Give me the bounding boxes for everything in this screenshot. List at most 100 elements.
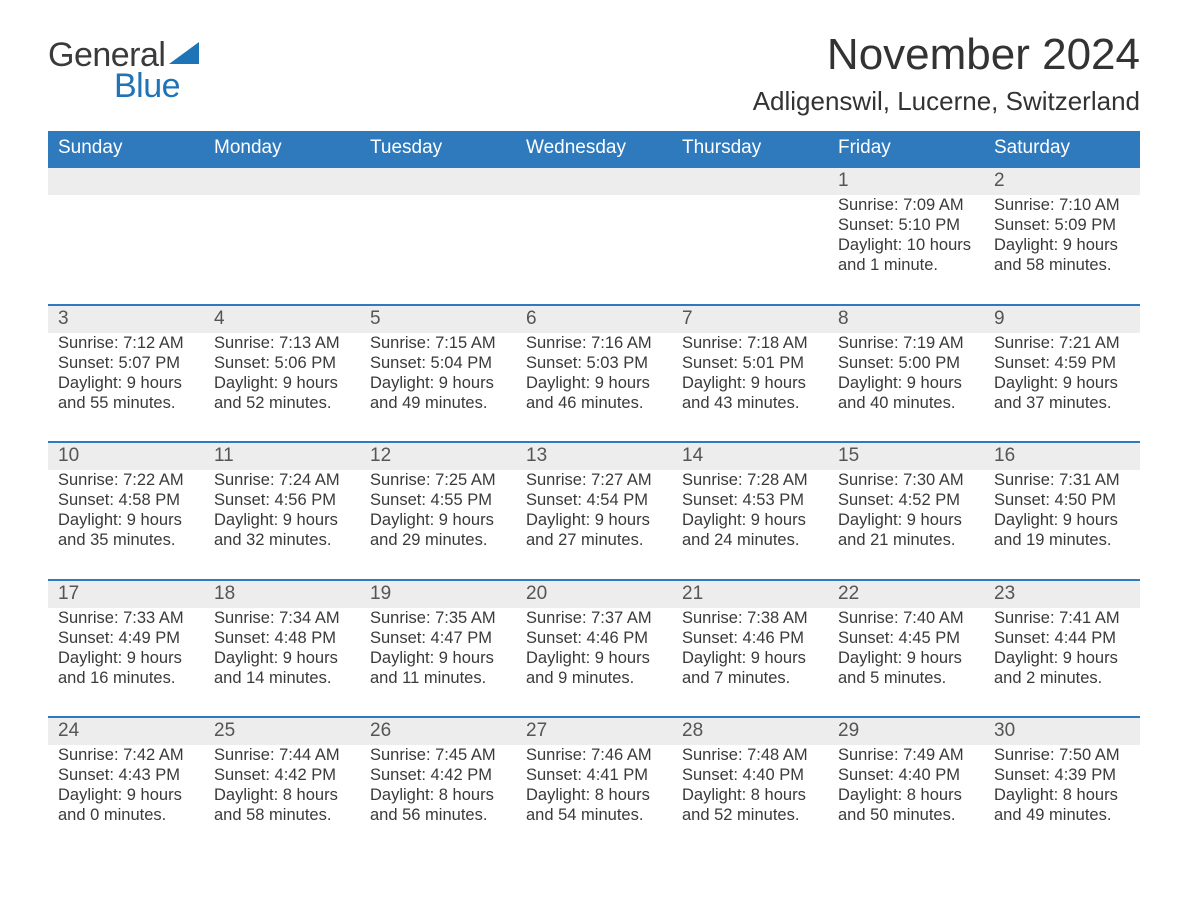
day-number: 29 — [828, 718, 984, 745]
day-dl2: and 7 minutes. — [682, 668, 818, 688]
day-dl1: Daylight: 9 hours — [994, 510, 1130, 530]
day-cell: Sunrise: 7:37 AMSunset: 4:46 PMDaylight:… — [516, 608, 672, 689]
day-number: 15 — [828, 443, 984, 470]
day-dl1: Daylight: 8 hours — [682, 785, 818, 805]
day-dl1: Daylight: 9 hours — [214, 510, 350, 530]
day-sunset: Sunset: 4:41 PM — [526, 765, 662, 785]
day-dl2: and 5 minutes. — [838, 668, 974, 688]
day-cell — [204, 195, 360, 276]
day-dl1: Daylight: 9 hours — [58, 648, 194, 668]
day-sunrise: Sunrise: 7:21 AM — [994, 333, 1130, 353]
day-dl2: and 29 minutes. — [370, 530, 506, 550]
weekday-header-row: SundayMondayTuesdayWednesdayThursdayFrid… — [48, 131, 1140, 166]
day-number: 8 — [828, 306, 984, 333]
day-sunset: Sunset: 4:42 PM — [214, 765, 350, 785]
day-number-band: 17181920212223 — [48, 579, 1140, 608]
day-number: 12 — [360, 443, 516, 470]
day-sunrise: Sunrise: 7:22 AM — [58, 470, 194, 490]
day-dl2: and 16 minutes. — [58, 668, 194, 688]
day-sunrise: Sunrise: 7:40 AM — [838, 608, 974, 628]
day-number: 20 — [516, 581, 672, 608]
day-sunrise: Sunrise: 7:44 AM — [214, 745, 350, 765]
day-number: 13 — [516, 443, 672, 470]
day-sunset: Sunset: 4:55 PM — [370, 490, 506, 510]
day-number: 27 — [516, 718, 672, 745]
day-dl2: and 35 minutes. — [58, 530, 194, 550]
day-cell: Sunrise: 7:10 AMSunset: 5:09 PMDaylight:… — [984, 195, 1140, 276]
day-cell: Sunrise: 7:12 AMSunset: 5:07 PMDaylight:… — [48, 333, 204, 414]
day-sunrise: Sunrise: 7:33 AM — [58, 608, 194, 628]
weeks-container: .....12Sunrise: 7:09 AMSunset: 5:10 PMDa… — [48, 166, 1140, 854]
day-sunrise: Sunrise: 7:09 AM — [838, 195, 974, 215]
day-cell — [360, 195, 516, 276]
day-sunrise: Sunrise: 7:30 AM — [838, 470, 974, 490]
day-sunrise: Sunrise: 7:48 AM — [682, 745, 818, 765]
day-sunset: Sunset: 4:58 PM — [58, 490, 194, 510]
day-dl2: and 37 minutes. — [994, 393, 1130, 413]
day-sunset: Sunset: 4:59 PM — [994, 353, 1130, 373]
day-sunset: Sunset: 4:39 PM — [994, 765, 1130, 785]
day-sunset: Sunset: 4:40 PM — [838, 765, 974, 785]
day-number: 19 — [360, 581, 516, 608]
location-subtitle: Adligenswil, Lucerne, Switzerland — [753, 86, 1140, 117]
logo-word-blue: Blue — [114, 67, 180, 106]
day-number: 1 — [828, 168, 984, 195]
day-dl2: and 54 minutes. — [526, 805, 662, 825]
day-dl2: and 50 minutes. — [838, 805, 974, 825]
day-number: 6 — [516, 306, 672, 333]
day-cell: Sunrise: 7:22 AMSunset: 4:58 PMDaylight:… — [48, 470, 204, 551]
month-year-title: November 2024 — [753, 30, 1140, 80]
day-sunrise: Sunrise: 7:31 AM — [994, 470, 1130, 490]
title-block: November 2024 Adligenswil, Lucerne, Swit… — [753, 30, 1140, 127]
day-number: 7 — [672, 306, 828, 333]
day-sunrise: Sunrise: 7:42 AM — [58, 745, 194, 765]
day-dl2: and 24 minutes. — [682, 530, 818, 550]
day-dl1: Daylight: 9 hours — [214, 373, 350, 393]
logo-sail-icon — [169, 42, 199, 69]
day-dl1: Daylight: 9 hours — [526, 510, 662, 530]
day-dl1: Daylight: 9 hours — [682, 373, 818, 393]
day-cell: Sunrise: 7:35 AMSunset: 4:47 PMDaylight:… — [360, 608, 516, 689]
header-block: General Blue November 2024 Adligenswil, … — [48, 30, 1140, 127]
day-number: 30 — [984, 718, 1140, 745]
day-cell: Sunrise: 7:09 AMSunset: 5:10 PMDaylight:… — [828, 195, 984, 276]
day-cell: Sunrise: 7:45 AMSunset: 4:42 PMDaylight:… — [360, 745, 516, 826]
day-number: 24 — [48, 718, 204, 745]
day-sunset: Sunset: 5:03 PM — [526, 353, 662, 373]
weekday-header: Friday — [828, 131, 984, 166]
day-sunrise: Sunrise: 7:49 AM — [838, 745, 974, 765]
day-number: 5 — [360, 306, 516, 333]
day-dl2: and 52 minutes. — [214, 393, 350, 413]
day-cell: Sunrise: 7:38 AMSunset: 4:46 PMDaylight:… — [672, 608, 828, 689]
day-dl2: and 14 minutes. — [214, 668, 350, 688]
day-cell — [48, 195, 204, 276]
day-sunset: Sunset: 5:09 PM — [994, 215, 1130, 235]
day-dl2: and 52 minutes. — [682, 805, 818, 825]
day-sunset: Sunset: 5:04 PM — [370, 353, 506, 373]
day-dl1: Daylight: 9 hours — [370, 510, 506, 530]
day-number: 2 — [984, 168, 1140, 195]
day-dl1: Daylight: 9 hours — [58, 373, 194, 393]
day-cell: Sunrise: 7:33 AMSunset: 4:49 PMDaylight:… — [48, 608, 204, 689]
week-row: Sunrise: 7:09 AMSunset: 5:10 PMDaylight:… — [48, 195, 1140, 304]
day-dl1: Daylight: 8 hours — [838, 785, 974, 805]
day-number: 18 — [204, 581, 360, 608]
day-dl2: and 1 minute. — [838, 255, 974, 275]
day-number: 25 — [204, 718, 360, 745]
day-dl1: Daylight: 9 hours — [682, 510, 818, 530]
day-dl2: and 11 minutes. — [370, 668, 506, 688]
weekday-header: Monday — [204, 131, 360, 166]
day-sunrise: Sunrise: 7:35 AM — [370, 608, 506, 628]
day-dl2: and 2 minutes. — [994, 668, 1130, 688]
day-sunset: Sunset: 4:52 PM — [838, 490, 974, 510]
day-sunset: Sunset: 4:53 PM — [682, 490, 818, 510]
day-number: 22 — [828, 581, 984, 608]
day-dl1: Daylight: 9 hours — [58, 510, 194, 530]
day-number-band: 3456789 — [48, 304, 1140, 333]
day-dl2: and 19 minutes. — [994, 530, 1130, 550]
day-dl1: Daylight: 9 hours — [994, 648, 1130, 668]
day-number: 23 — [984, 581, 1140, 608]
day-cell: Sunrise: 7:16 AMSunset: 5:03 PMDaylight:… — [516, 333, 672, 414]
calendar-page: General Blue November 2024 Adligenswil, … — [0, 0, 1188, 894]
day-cell: Sunrise: 7:40 AMSunset: 4:45 PMDaylight:… — [828, 608, 984, 689]
